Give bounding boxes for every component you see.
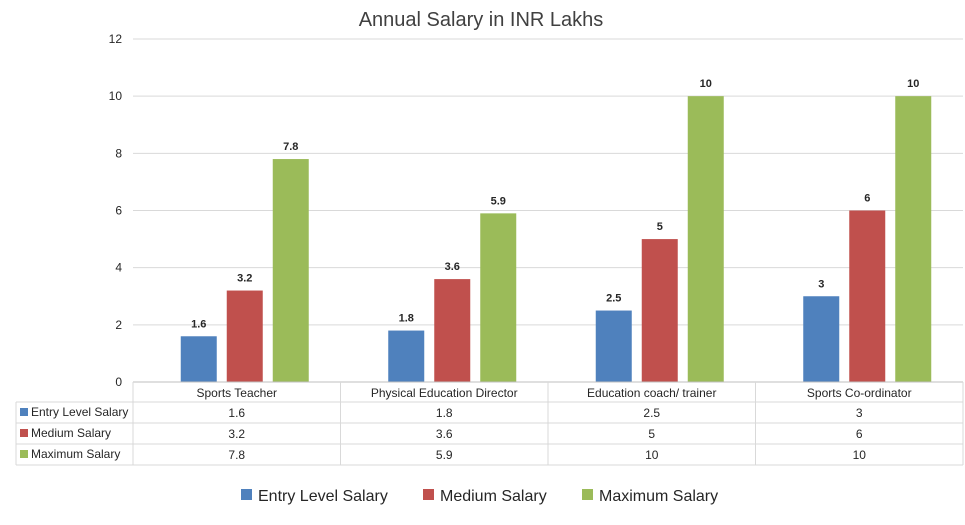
- data-label: 1.6: [191, 318, 206, 330]
- table-cell: 2.5: [643, 406, 660, 420]
- bar: [595, 310, 632, 382]
- x-tick-label: Sports Co-ordinator: [807, 386, 912, 400]
- bar: [480, 213, 517, 382]
- data-label: 3.6: [445, 261, 460, 273]
- table-cell: 7.8: [228, 448, 245, 462]
- table-series-key: [20, 450, 28, 458]
- legend-label: Maximum Salary: [599, 488, 718, 505]
- table-cell: 1.8: [436, 406, 453, 420]
- bar: [388, 330, 425, 382]
- bar: [434, 279, 471, 382]
- table-series-key: [20, 429, 28, 437]
- data-label: 5.9: [491, 195, 506, 207]
- legend-key: [423, 489, 434, 500]
- table-cell: 3.6: [436, 427, 453, 441]
- table-cell: 10: [645, 448, 659, 462]
- legend-label: Entry Level Salary: [258, 488, 388, 505]
- y-tick-label: 0: [115, 375, 122, 389]
- bar: [687, 96, 724, 383]
- bar: [895, 96, 932, 383]
- data-label: 10: [907, 78, 919, 90]
- data-label: 5: [657, 221, 663, 233]
- table-cell: 3.2: [228, 427, 245, 441]
- legend-key: [582, 489, 593, 500]
- legend-label: Medium Salary: [440, 488, 547, 505]
- data-label: 3.2: [237, 273, 252, 285]
- bar: [803, 296, 840, 382]
- x-tick-label: Education coach/ trainer: [587, 386, 716, 400]
- data-label: 2.5: [606, 293, 621, 305]
- data-label: 10: [700, 78, 712, 90]
- y-tick-label: 12: [109, 32, 123, 46]
- y-tick-label: 6: [115, 204, 122, 218]
- table-cell: 5.9: [436, 448, 453, 462]
- y-tick-label: 8: [115, 146, 122, 160]
- legend-key: [241, 489, 252, 500]
- bar: [272, 159, 309, 382]
- table-cell: 1.6: [228, 406, 245, 420]
- data-label: 6: [864, 193, 870, 205]
- table-cell: 3: [856, 406, 863, 420]
- x-tick-label: Physical Education Director: [371, 386, 518, 400]
- bar: [849, 210, 886, 382]
- chart-title: Annual Salary in INR Lakhs: [359, 9, 604, 31]
- y-tick-label: 4: [115, 261, 122, 275]
- data-label: 7.8: [283, 141, 298, 153]
- table-series-name: Medium Salary: [31, 426, 111, 440]
- y-tick-label: 2: [115, 318, 122, 332]
- table-series-name: Maximum Salary: [31, 447, 120, 461]
- bar: [180, 336, 217, 382]
- data-label: 3: [818, 278, 824, 290]
- bar: [641, 239, 678, 382]
- table-cell: 5: [648, 427, 655, 441]
- bar: [226, 290, 263, 382]
- table-series-name: Entry Level Salary: [31, 405, 128, 419]
- data-label: 1.8: [399, 313, 414, 325]
- x-tick-label: Sports Teacher: [197, 386, 278, 400]
- table-cell: 10: [853, 448, 867, 462]
- table-series-key: [20, 408, 28, 416]
- y-tick-label: 10: [109, 89, 123, 103]
- table-cell: 6: [856, 427, 863, 441]
